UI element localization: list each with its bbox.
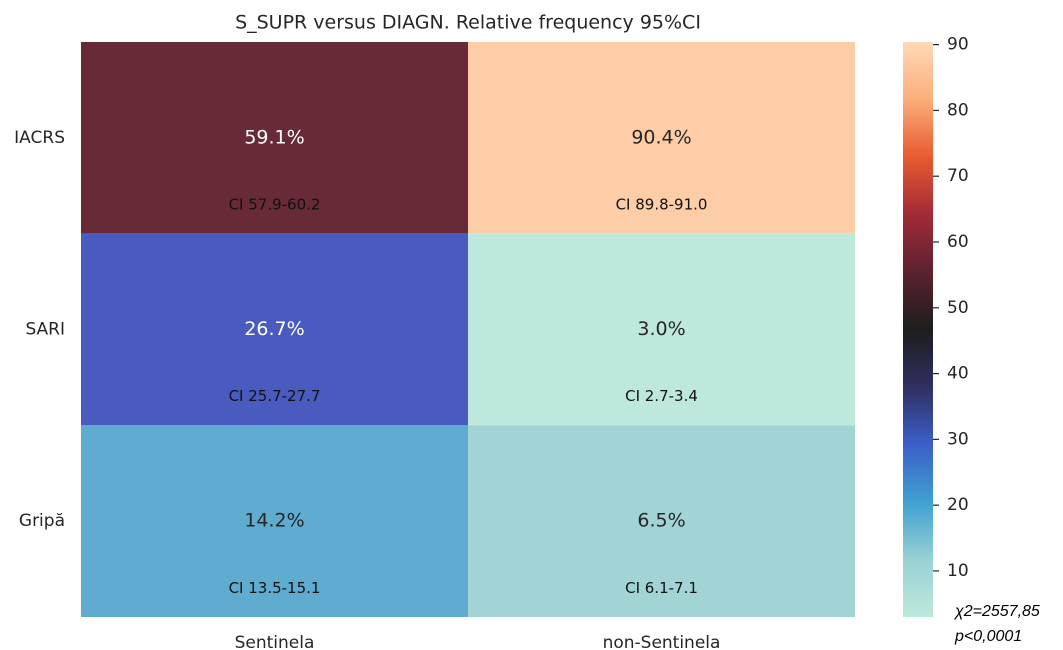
- x-tick-label: non-Sentinela: [603, 633, 721, 650]
- ci-label: CI 89.8-91.0: [616, 195, 708, 213]
- annotation: p<0,0001: [954, 628, 1022, 645]
- value-label: 90.4%: [631, 126, 691, 148]
- colorbar-tick-label: 80: [947, 100, 969, 120]
- colorbar-tick-label: 50: [947, 298, 969, 318]
- colorbar-tick-label: 10: [947, 561, 969, 581]
- ci-label: CI 13.5-15.1: [229, 579, 321, 597]
- heatmap-cell: [81, 233, 468, 426]
- heatmap-cell: [468, 233, 855, 426]
- colorbar-tick-label: 60: [947, 232, 969, 252]
- value-label: 3.0%: [637, 318, 685, 340]
- ci-label: CI 6.1-7.1: [625, 579, 698, 597]
- value-label: 14.2%: [244, 510, 304, 532]
- value-label: 26.7%: [244, 318, 304, 340]
- heatmap-cell: [81, 425, 468, 617]
- heatmap-cell: [468, 425, 855, 617]
- y-tick-label: IACRS: [14, 128, 65, 148]
- chart-title: S_SUPR versus DIAGN. Relative frequency …: [235, 12, 701, 34]
- colorbar-tick-label: 20: [947, 495, 969, 515]
- heatmap-cell: [468, 42, 855, 234]
- annotation: χ2=2557,85: [953, 603, 1040, 620]
- colorbar-tick-label: 70: [947, 166, 969, 186]
- colorbar-tick-label: 90: [947, 35, 969, 55]
- value-label: 6.5%: [637, 510, 685, 532]
- x-tick-label: Sentinela: [235, 633, 315, 650]
- ci-label: CI 2.7-3.4: [625, 387, 698, 405]
- colorbar-tick-label: 40: [947, 364, 969, 384]
- ci-label: CI 25.7-27.7: [229, 387, 321, 405]
- value-label: 59.1%: [244, 126, 304, 148]
- heatmap-cell: [81, 42, 468, 234]
- colorbar: [903, 42, 933, 617]
- ci-label: CI 57.9-60.2: [229, 195, 321, 213]
- y-tick-label: SARI: [25, 320, 65, 340]
- y-tick-label: Gripă: [19, 511, 65, 531]
- colorbar-tick-label: 30: [947, 429, 969, 449]
